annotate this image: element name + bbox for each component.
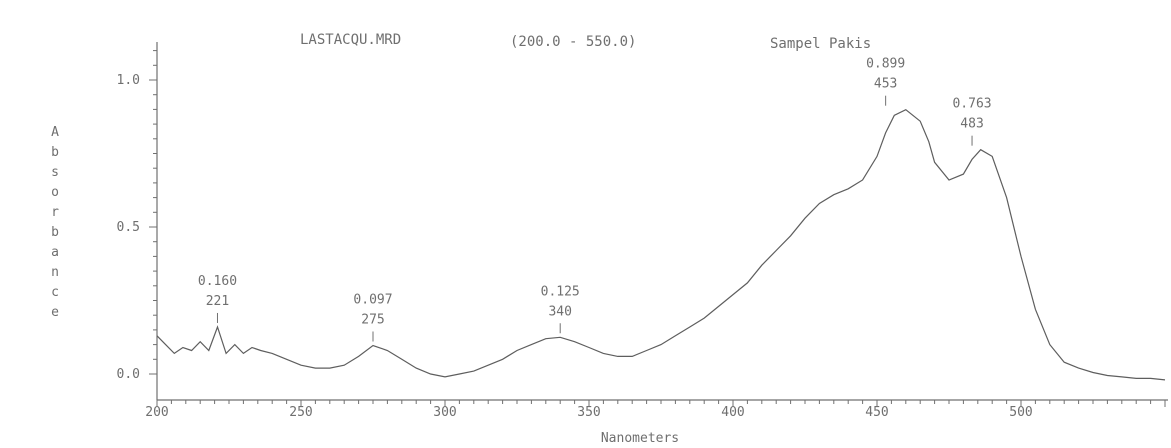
peak-value-label: 0.763 bbox=[952, 97, 991, 112]
y-axis-label-letter: a bbox=[51, 245, 59, 260]
header-file: LASTACQU.MRD bbox=[300, 32, 401, 48]
x-axis-label: Nanometers bbox=[601, 431, 679, 446]
absorbance-curve bbox=[156, 108, 1166, 381]
peak-value-label: 0.160 bbox=[198, 274, 237, 289]
header-sample: Sampel Pakis bbox=[770, 36, 871, 52]
peak-wavelength-label: 340 bbox=[548, 304, 571, 319]
x-tick-label: 200 bbox=[145, 405, 168, 420]
peak-wavelength-label: 453 bbox=[874, 77, 897, 92]
ticks: 200 250 300 350 400 450 500 0.0 0.5 1.0 bbox=[117, 50, 1166, 420]
y-axis-label-letter: c bbox=[51, 285, 59, 300]
peak-wavelength-label: 221 bbox=[206, 294, 229, 309]
peak-value-label: 0.097 bbox=[353, 292, 392, 307]
y-axis-label-letter: s bbox=[51, 165, 59, 180]
y-axis-label-letter: e bbox=[51, 305, 59, 320]
peak-wavelength-label: 483 bbox=[960, 117, 983, 132]
y-axis-label-letter: A bbox=[51, 125, 59, 140]
peak-annotations: 0.160 221 0.097 275 0.125 340 0.899 453 0.763 483 bbox=[198, 57, 992, 342]
header-range: (200.0 - 550.0) bbox=[510, 34, 636, 50]
y-axis-label-letter: b bbox=[51, 225, 59, 240]
x-tick-label: 450 bbox=[865, 405, 888, 420]
y-tick-label: 1.0 bbox=[117, 73, 140, 88]
x-tick-label: 350 bbox=[577, 405, 600, 420]
peak-wavelength-label: 275 bbox=[361, 312, 384, 327]
y-axis-label-letter: n bbox=[51, 265, 59, 280]
y-tick-label: 0.5 bbox=[117, 220, 140, 235]
y-axis-label-letter: r bbox=[51, 205, 59, 220]
x-tick-label: 400 bbox=[721, 405, 744, 420]
x-tick-label: 300 bbox=[433, 405, 456, 420]
y-axis-label-letter: o bbox=[51, 185, 59, 200]
x-tick-label: 250 bbox=[289, 405, 312, 420]
y-tick-label: 0.0 bbox=[117, 367, 140, 382]
y-axis-label-letter: b bbox=[51, 145, 59, 160]
axes bbox=[156, 42, 1168, 401]
peak-value-label: 0.899 bbox=[866, 57, 905, 72]
peak-value-label: 0.125 bbox=[541, 284, 580, 299]
x-tick-label: 500 bbox=[1009, 405, 1032, 420]
